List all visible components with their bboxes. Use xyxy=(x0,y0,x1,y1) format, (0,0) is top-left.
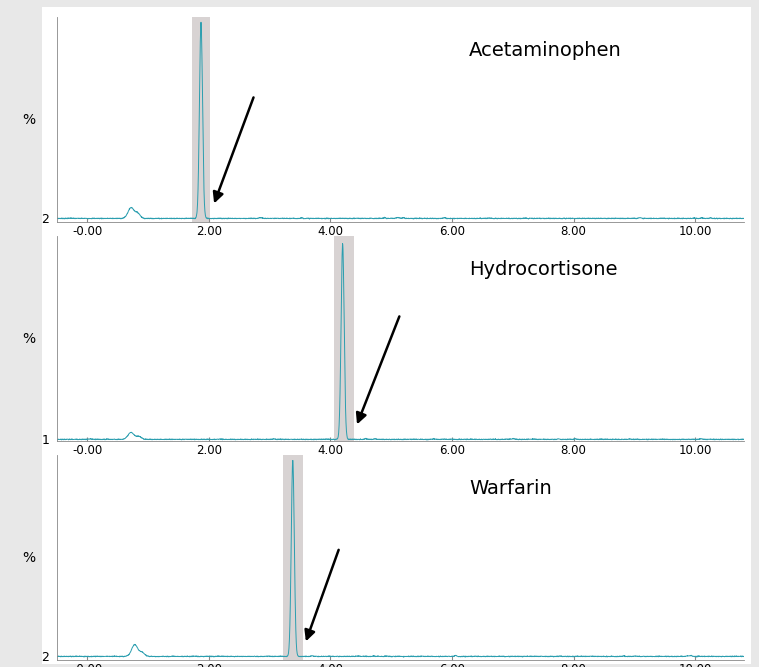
Y-axis label: %: % xyxy=(23,550,36,564)
Text: Acetaminophen: Acetaminophen xyxy=(469,41,622,60)
Bar xyxy=(192,17,210,222)
Bar xyxy=(333,235,354,442)
Bar xyxy=(283,455,303,660)
Y-axis label: %: % xyxy=(23,113,36,127)
Text: Hydrocortisone: Hydrocortisone xyxy=(469,260,618,279)
Y-axis label: %: % xyxy=(23,331,36,346)
Text: Warfarin: Warfarin xyxy=(469,480,552,498)
